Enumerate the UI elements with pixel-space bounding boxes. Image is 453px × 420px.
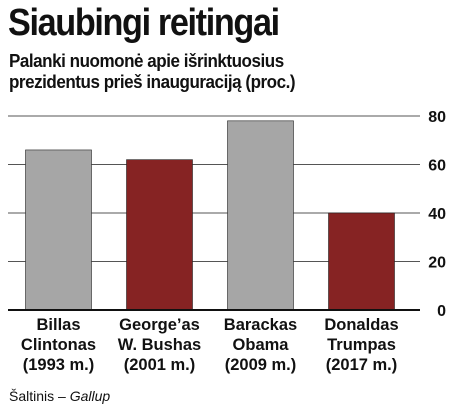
category-label-line: (2017 m.) bbox=[326, 356, 398, 374]
bar bbox=[126, 159, 193, 311]
category-label: Billas Clintonas (1993 m.) bbox=[21, 316, 96, 374]
category-label-line: (2009 m.) bbox=[225, 356, 297, 374]
category-label-line: (2001 m.) bbox=[124, 356, 196, 374]
bar bbox=[328, 212, 395, 311]
category-label-line: Clintonas bbox=[21, 336, 96, 354]
y-tick-label: 20 bbox=[428, 255, 446, 272]
y-tick-label: 40 bbox=[428, 206, 446, 223]
category-label: Donaldas Trumpas (2017 m.) bbox=[324, 316, 398, 374]
category-label-line: Billas bbox=[36, 316, 80, 334]
source-label: Šaltinis – bbox=[9, 388, 70, 404]
subtitle-line-1: Palanki nuomonė apie išrinktuosius bbox=[9, 50, 284, 71]
category-label-line: (1993 m.) bbox=[23, 356, 95, 374]
y-tick-label: 60 bbox=[428, 158, 446, 175]
category-label-line: George’as bbox=[119, 316, 200, 334]
y-tick-label: 0 bbox=[437, 303, 446, 320]
category-label-line: Barackas bbox=[224, 316, 297, 334]
category-label-line: W. Bushas bbox=[118, 336, 201, 354]
chart-subtitle: Palanki nuomonė apie išrinktuosius prezi… bbox=[9, 50, 296, 92]
y-tick-label: 80 bbox=[428, 109, 446, 126]
bar bbox=[25, 149, 92, 311]
category-label-line: Donaldas bbox=[324, 316, 398, 334]
chart-title: Siaubingi reitingai bbox=[8, 2, 280, 44]
source-note: Šaltinis – Gallup bbox=[9, 388, 110, 404]
category-label: Barackas Obama (2009 m.) bbox=[224, 316, 297, 374]
category-label-line: Trumpas bbox=[327, 336, 396, 354]
category-label-line: Obama bbox=[233, 336, 290, 354]
category-label: George’as W. Bushas (2001 m.) bbox=[118, 316, 201, 374]
bar bbox=[227, 120, 294, 311]
source-name: Gallup bbox=[69, 388, 111, 404]
subtitle-line-2: prezidentus prieš inauguraciją (proc.) bbox=[9, 71, 296, 92]
